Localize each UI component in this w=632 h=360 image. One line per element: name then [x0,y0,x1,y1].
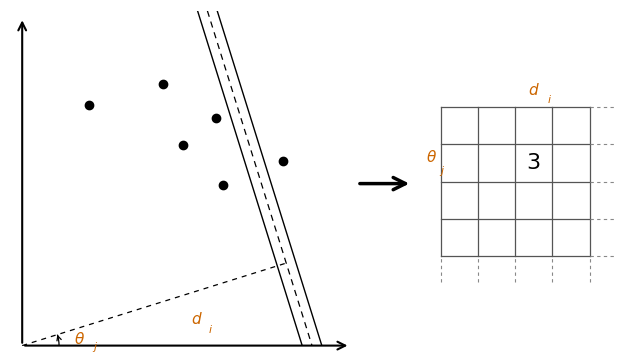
Text: $i$: $i$ [208,323,213,335]
Text: 3: 3 [526,153,541,173]
Text: $\theta$: $\theta$ [426,149,437,165]
Text: $\theta$: $\theta$ [74,331,85,347]
Text: $d$: $d$ [191,311,203,327]
Text: $d$: $d$ [528,82,540,98]
Text: $i$: $i$ [547,93,552,105]
Text: $j$: $j$ [439,164,445,178]
Text: $j$: $j$ [92,340,99,354]
